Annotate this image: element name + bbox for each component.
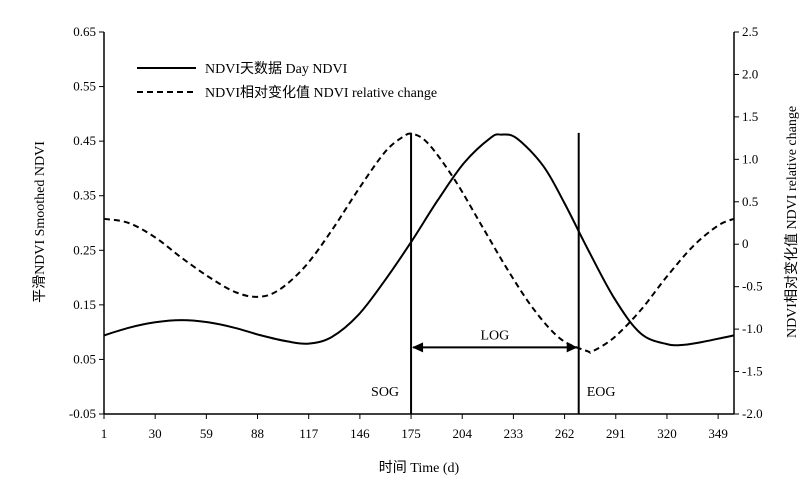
x-axis-title: 时间 Time (d) bbox=[379, 460, 460, 476]
left-y-tick-label: 0.25 bbox=[73, 242, 96, 257]
legend-label-relative-change: NDVI相对变化值 NDVI relative change bbox=[205, 85, 437, 101]
left-y-tick-label: 0.55 bbox=[73, 79, 96, 94]
right-y-tick-label: 1.0 bbox=[742, 151, 758, 166]
left-y-tick-label: -0.05 bbox=[69, 406, 96, 421]
day-ndvi-line bbox=[103, 133, 735, 347]
right-y-tick-label: 0.5 bbox=[742, 194, 758, 209]
right-y-tick-label: -1.0 bbox=[742, 321, 763, 336]
event-label-eog: EOG bbox=[587, 385, 616, 400]
x-tick-label: 146 bbox=[350, 426, 370, 441]
x-tick-label: 262 bbox=[555, 426, 575, 441]
left-y-tick-label: 0.45 bbox=[73, 133, 96, 148]
right-y-tick-label: 1.5 bbox=[742, 109, 758, 124]
left-y-tick-label: 0.15 bbox=[73, 297, 96, 312]
x-tick-label: 88 bbox=[251, 426, 264, 441]
x-tick-label: 291 bbox=[606, 426, 626, 441]
right-y-tick-label: 2.0 bbox=[742, 66, 758, 81]
right-y-tick-label: -1.5 bbox=[742, 364, 763, 379]
x-tick-label: 233 bbox=[504, 426, 524, 441]
log-interval-label: LOG bbox=[480, 328, 509, 343]
x-tick-label: 320 bbox=[657, 426, 677, 441]
x-tick-label: 1 bbox=[101, 426, 108, 441]
left-y-tick-label: 0.65 bbox=[73, 24, 96, 39]
right-y-tick-label: -2.0 bbox=[742, 406, 763, 421]
event-label-sog: SOG bbox=[371, 385, 399, 400]
left-y-tick-label: 0.35 bbox=[73, 188, 96, 203]
plot-area: 1 30 59 88 117 146 175 204 233 262 291 320 349 -0.05 0… bbox=[69, 24, 763, 441]
log-arrowhead-left bbox=[412, 342, 424, 353]
x-tick-label: 30 bbox=[149, 426, 162, 441]
right-y-tick-label: 2.5 bbox=[742, 24, 758, 39]
x-tick-label: 59 bbox=[200, 426, 213, 441]
legend-label-day-ndvi: NDVI天数据 Day NDVI bbox=[205, 61, 348, 77]
right-y-tick-label: -0.5 bbox=[742, 279, 763, 294]
relative-change-line bbox=[103, 132, 735, 354]
x-tick-label: 349 bbox=[708, 426, 728, 441]
left-y-tick-label: 0.05 bbox=[73, 351, 96, 366]
log-arrowhead-right bbox=[566, 342, 578, 353]
legend: NDVI天数据 Day NDVI NDVI相对变化值 NDVI relative… bbox=[137, 61, 437, 101]
x-tick-label: 175 bbox=[401, 426, 421, 441]
left-y-axis-title: 平滑NDVI Smoothed NDVI bbox=[31, 141, 48, 303]
x-tick-label: 117 bbox=[299, 426, 319, 441]
right-y-tick-label: 0 bbox=[742, 236, 749, 251]
right-y-axis-title: NDVI相对变化值 NDVI relative change bbox=[784, 106, 800, 338]
x-tick-label: 204 bbox=[452, 426, 472, 441]
